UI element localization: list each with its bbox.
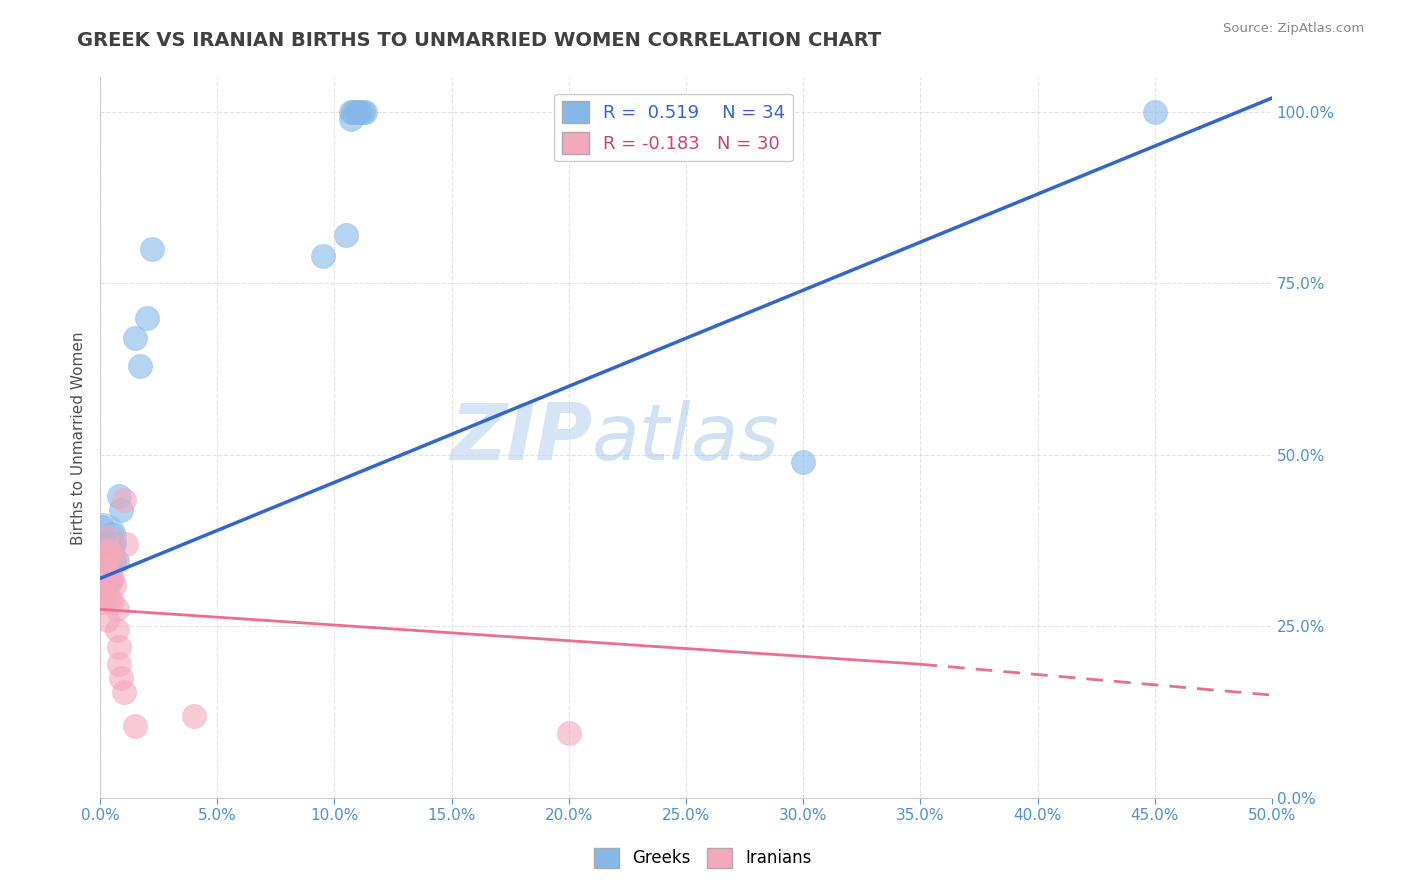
Point — [335, 228, 357, 243]
Point — [96, 565, 118, 579]
Point — [96, 530, 118, 544]
Point — [115, 537, 138, 551]
Point — [91, 574, 114, 589]
Point — [347, 104, 370, 119]
Point — [94, 561, 117, 575]
Point — [558, 726, 581, 740]
Text: Source: ZipAtlas.com: Source: ZipAtlas.com — [1223, 22, 1364, 36]
Point — [98, 558, 121, 572]
Y-axis label: Births to Unmarried Women: Births to Unmarried Women — [72, 331, 86, 544]
Point — [96, 571, 118, 585]
Point — [349, 104, 371, 119]
Legend: R =  0.519    N = 34, R = -0.183   N = 30: R = 0.519 N = 34, R = -0.183 N = 30 — [554, 94, 793, 161]
Point — [103, 537, 125, 551]
Text: ZIP: ZIP — [450, 400, 592, 475]
Point — [112, 684, 135, 698]
Point — [91, 595, 114, 609]
Point — [105, 623, 128, 637]
Point — [94, 582, 117, 596]
Point — [105, 554, 128, 568]
Point — [96, 550, 118, 565]
Point — [340, 112, 363, 126]
Point — [91, 558, 114, 572]
Point — [108, 640, 131, 654]
Point — [108, 489, 131, 503]
Point — [110, 671, 132, 685]
Point — [101, 595, 124, 609]
Point — [112, 492, 135, 507]
Point — [96, 613, 118, 627]
Point — [105, 602, 128, 616]
Point — [103, 554, 125, 568]
Point — [124, 331, 146, 345]
Point — [352, 104, 374, 119]
Point — [103, 554, 125, 568]
Point — [342, 104, 364, 119]
Point — [1143, 104, 1166, 119]
Point — [94, 537, 117, 551]
Point — [141, 242, 163, 256]
Point — [124, 719, 146, 733]
Point — [101, 548, 124, 562]
Point — [110, 503, 132, 517]
Point — [354, 104, 377, 119]
Point — [91, 544, 114, 558]
Point — [340, 104, 363, 119]
Point — [101, 526, 124, 541]
Point — [103, 578, 125, 592]
Point — [136, 310, 159, 325]
Point — [129, 359, 152, 373]
Point — [96, 574, 118, 589]
Point — [312, 249, 335, 263]
Text: atlas: atlas — [592, 400, 780, 475]
Point — [91, 548, 114, 562]
Point — [101, 541, 124, 555]
Point — [98, 544, 121, 558]
Point — [344, 104, 367, 119]
Legend: Greeks, Iranians: Greeks, Iranians — [588, 841, 818, 875]
Point — [94, 554, 117, 568]
Point — [91, 530, 114, 544]
Point — [91, 554, 114, 568]
Point — [96, 550, 118, 565]
Point — [101, 571, 124, 585]
Point — [98, 574, 121, 589]
Point — [183, 708, 205, 723]
Text: GREEK VS IRANIAN BIRTHS TO UNMARRIED WOMEN CORRELATION CHART: GREEK VS IRANIAN BIRTHS TO UNMARRIED WOM… — [77, 31, 882, 50]
Point — [792, 455, 814, 469]
Point — [98, 568, 121, 582]
Point — [94, 568, 117, 582]
Point — [96, 592, 118, 607]
Point — [108, 657, 131, 672]
Point — [98, 592, 121, 607]
Point — [91, 520, 114, 534]
Point — [94, 544, 117, 558]
